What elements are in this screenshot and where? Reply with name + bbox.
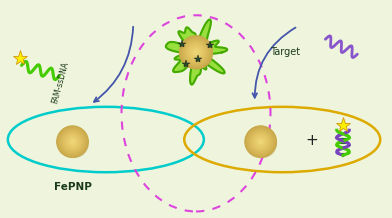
Circle shape (192, 48, 200, 57)
Circle shape (189, 46, 203, 59)
Circle shape (70, 139, 75, 144)
Circle shape (67, 136, 78, 147)
Circle shape (71, 141, 74, 143)
Circle shape (185, 41, 207, 64)
Circle shape (193, 49, 199, 55)
Circle shape (184, 40, 208, 64)
Circle shape (195, 51, 197, 53)
Circle shape (252, 133, 269, 150)
Circle shape (61, 130, 84, 153)
Circle shape (255, 136, 267, 147)
Circle shape (66, 135, 79, 148)
Circle shape (57, 126, 88, 157)
Circle shape (256, 136, 266, 147)
Circle shape (57, 126, 88, 157)
Circle shape (257, 138, 264, 145)
Circle shape (59, 128, 86, 155)
Circle shape (67, 136, 78, 147)
Circle shape (182, 38, 210, 67)
Circle shape (188, 44, 204, 61)
Circle shape (71, 140, 74, 143)
Circle shape (72, 141, 73, 142)
Circle shape (60, 129, 85, 155)
Circle shape (183, 40, 209, 65)
Circle shape (187, 43, 205, 62)
Circle shape (185, 41, 207, 63)
Circle shape (62, 131, 83, 152)
Circle shape (60, 129, 85, 154)
Circle shape (248, 129, 273, 154)
Circle shape (180, 36, 212, 69)
Circle shape (186, 43, 206, 62)
Circle shape (251, 132, 270, 151)
Text: +: + (305, 133, 318, 148)
Circle shape (189, 45, 203, 60)
Circle shape (247, 128, 275, 156)
Circle shape (64, 133, 82, 151)
Circle shape (193, 49, 199, 56)
Circle shape (191, 47, 201, 58)
Circle shape (191, 47, 201, 57)
Circle shape (253, 134, 269, 150)
Circle shape (68, 138, 77, 146)
Circle shape (65, 134, 80, 150)
Circle shape (64, 133, 81, 150)
Text: FePNP: FePNP (54, 182, 91, 192)
Circle shape (246, 127, 275, 156)
Circle shape (68, 137, 77, 146)
Circle shape (259, 140, 262, 143)
Circle shape (63, 132, 82, 151)
Circle shape (66, 135, 79, 148)
Circle shape (259, 140, 263, 144)
Circle shape (256, 137, 265, 146)
Circle shape (62, 131, 88, 157)
Circle shape (181, 37, 211, 68)
Circle shape (260, 141, 261, 142)
Circle shape (260, 141, 262, 143)
Circle shape (58, 127, 87, 156)
Circle shape (185, 41, 212, 69)
Circle shape (248, 129, 274, 155)
Circle shape (63, 132, 82, 152)
Circle shape (187, 44, 205, 61)
Circle shape (69, 138, 76, 145)
Polygon shape (166, 20, 227, 85)
Circle shape (185, 42, 207, 63)
Circle shape (190, 46, 202, 58)
Circle shape (69, 139, 76, 145)
Circle shape (249, 130, 273, 154)
Circle shape (254, 135, 267, 148)
Text: FAM-ssDNA: FAM-ssDNA (51, 61, 71, 105)
Circle shape (181, 37, 211, 67)
Circle shape (250, 131, 271, 152)
Circle shape (183, 39, 209, 65)
Text: Target: Target (270, 47, 301, 57)
Circle shape (58, 128, 87, 156)
Circle shape (194, 51, 198, 54)
Circle shape (250, 131, 276, 157)
Circle shape (254, 135, 267, 148)
Circle shape (245, 126, 276, 157)
Circle shape (253, 134, 268, 149)
Circle shape (258, 139, 263, 144)
Circle shape (182, 39, 210, 66)
Circle shape (258, 139, 264, 145)
Circle shape (188, 45, 204, 60)
Circle shape (60, 130, 85, 154)
Circle shape (249, 130, 272, 153)
Circle shape (180, 36, 212, 68)
Circle shape (250, 131, 272, 153)
Circle shape (247, 128, 274, 155)
Circle shape (62, 131, 83, 153)
Circle shape (251, 132, 270, 152)
Circle shape (65, 134, 80, 149)
Circle shape (192, 48, 200, 56)
Circle shape (256, 138, 265, 146)
Circle shape (245, 126, 276, 157)
Circle shape (71, 140, 74, 144)
Circle shape (194, 50, 198, 54)
Circle shape (252, 133, 270, 151)
